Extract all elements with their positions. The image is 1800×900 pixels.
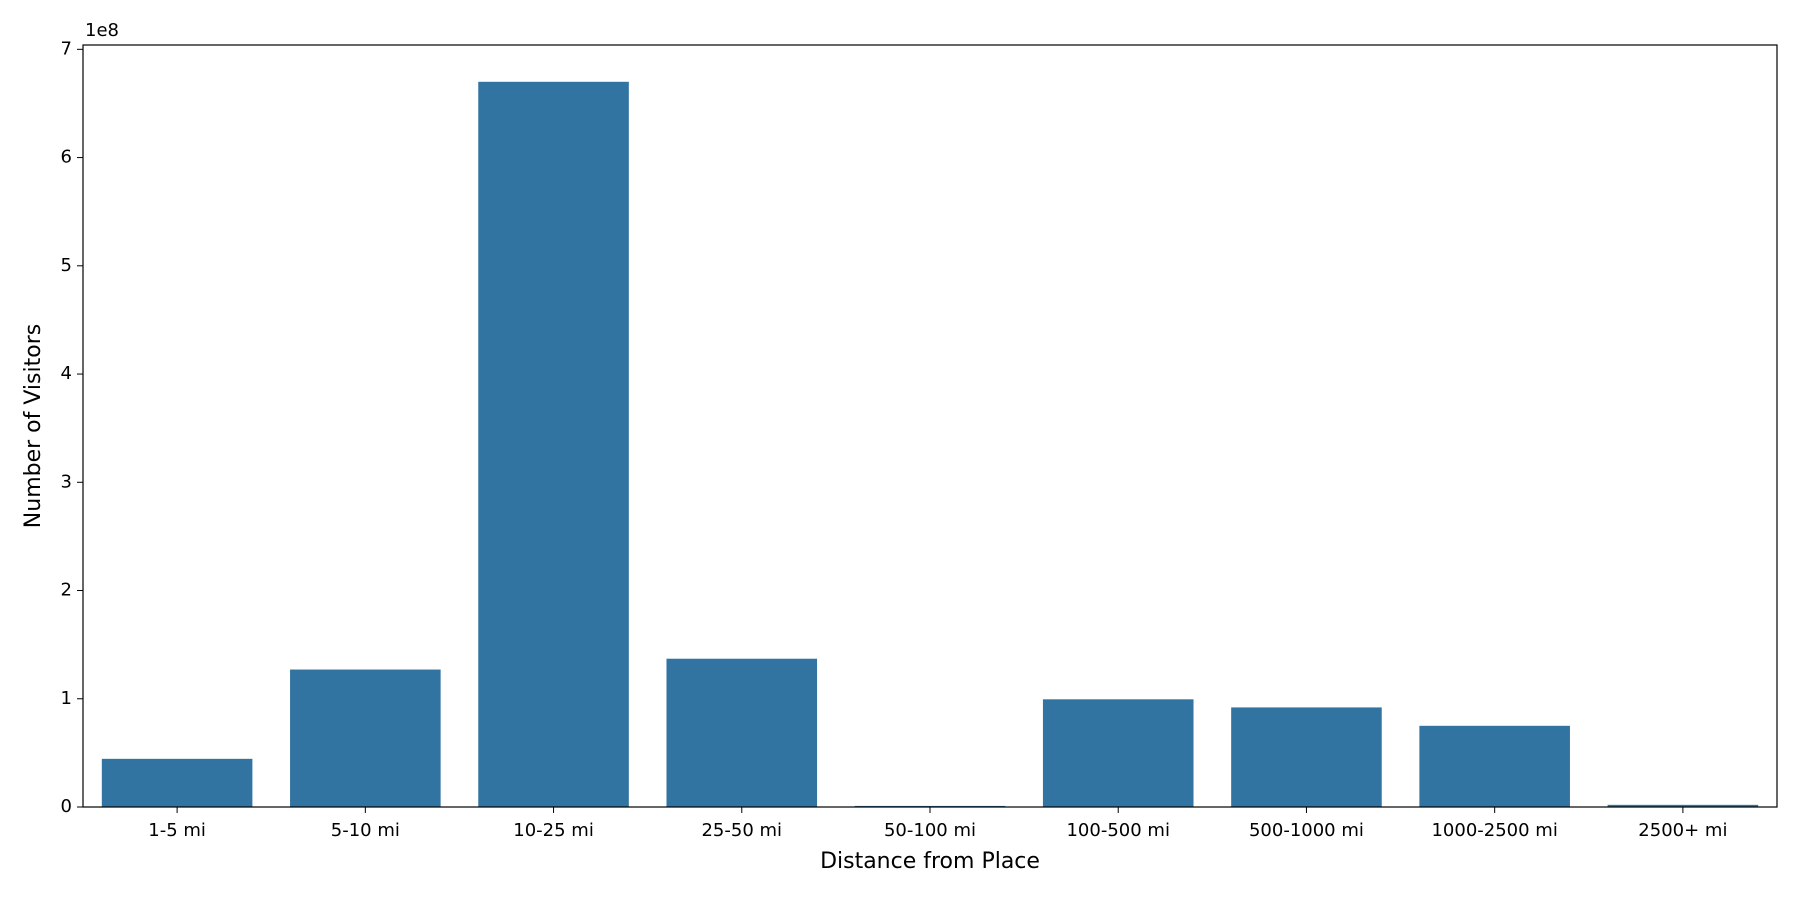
bar [478, 81, 629, 807]
y-tick-label: 2 [61, 580, 72, 601]
x-axis-label: Distance from Place [820, 849, 1040, 874]
y-tick-label: 4 [61, 363, 72, 384]
bar [1042, 699, 1194, 807]
x-tick-label: 500-1000 mi [1249, 820, 1364, 841]
bar [1419, 725, 1570, 807]
y-tick-label: 3 [61, 471, 72, 492]
x-tick-label: 100-500 mi [1066, 820, 1169, 841]
x-tick-label: 10-25 mi [513, 820, 594, 841]
y-tick-label: 7 [61, 38, 72, 59]
x-tick-label: 5-10 mi [331, 820, 400, 841]
bar [101, 758, 253, 807]
y-tick-label: 6 [61, 147, 72, 168]
bar [1607, 804, 1759, 807]
y-offset-label: 1e8 [85, 20, 119, 41]
y-tick-label: 1 [61, 688, 72, 709]
y-tick-label: 5 [61, 255, 72, 276]
x-tick-label: 1-5 mi [148, 820, 206, 841]
bar [666, 658, 818, 807]
x-tick-label: 25-50 mi [701, 820, 782, 841]
x-tick-label: 2500+ mi [1638, 820, 1727, 841]
x-tick-label: 50-100 mi [884, 820, 976, 841]
x-tick-label: 1000-2500 mi [1431, 820, 1557, 841]
plot-frame [82, 44, 1778, 808]
bar [1231, 707, 1382, 807]
y-tick-label: 0 [61, 796, 72, 817]
bar [290, 669, 441, 807]
y-axis-label: Number of Visitors [21, 324, 46, 528]
